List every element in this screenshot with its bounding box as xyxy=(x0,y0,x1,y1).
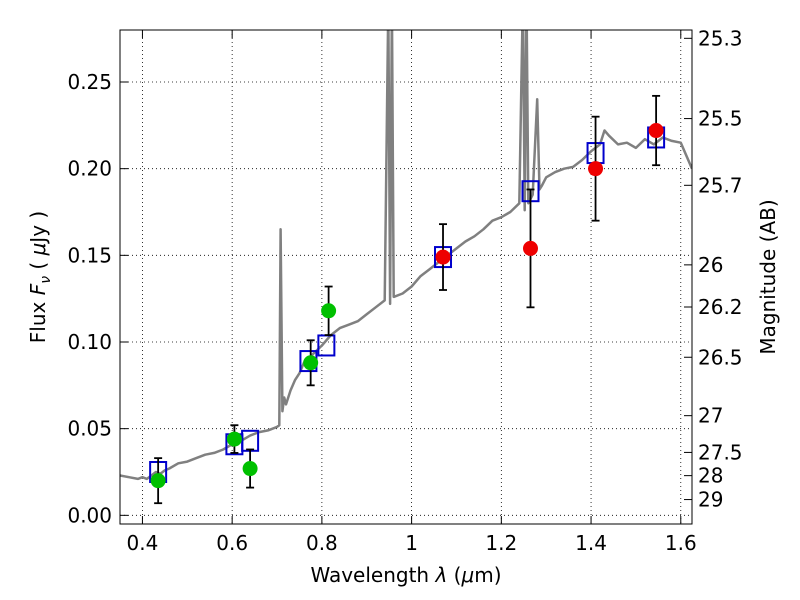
x-tick-label: 0.4 xyxy=(127,531,159,555)
observed-point xyxy=(150,473,166,489)
observed-point xyxy=(435,249,451,265)
y-tick-label: 0.20 xyxy=(67,157,112,181)
plot-area xyxy=(120,30,692,524)
y-axis-label: Flux Fν ( μJy ) xyxy=(26,211,54,343)
y2-tick-label: 26 xyxy=(698,253,723,277)
y2-tick-label: 29 xyxy=(698,488,723,512)
observed-point xyxy=(648,123,664,139)
observed-point xyxy=(303,355,319,371)
x-tick-label: 1.4 xyxy=(575,531,607,555)
y2-tick-label: 27 xyxy=(698,404,723,428)
ticks: 0.4 0.6 0.8 1 1.2 1.4 1.6 0.00 0.05 0.10 0.15 0.20 0… xyxy=(67,26,742,555)
y2-tick-label: 25.3 xyxy=(698,26,743,50)
y-tick-label: 0.10 xyxy=(67,330,112,354)
observed-point xyxy=(321,303,337,319)
series-layer xyxy=(120,30,692,505)
y2-tick-label: 27.5 xyxy=(698,440,743,464)
x-tick-label: 0.6 xyxy=(216,531,248,555)
y2-tick-label: 28 xyxy=(698,464,723,488)
x-tick-label: 1.6 xyxy=(665,531,697,555)
y2-tick-label: 25.5 xyxy=(698,107,743,131)
y2-axis-label: Magnitude (AB) xyxy=(756,199,780,354)
y2-tick-label: 26.2 xyxy=(698,295,743,319)
x-axis-label: Wavelength λ (μm) xyxy=(310,563,501,587)
y2-tick-label: 25.7 xyxy=(698,173,743,197)
observed-point xyxy=(522,240,538,256)
y-tick-label: 0.15 xyxy=(67,243,112,267)
x-tick-label: 1.2 xyxy=(485,531,517,555)
x-tick-label: 0.8 xyxy=(306,531,338,555)
sed-line xyxy=(120,30,692,481)
y-tick-label: 0.00 xyxy=(67,503,112,527)
y2-tick-label: 26.5 xyxy=(698,345,743,369)
observed-point xyxy=(226,431,242,447)
observed-point xyxy=(588,161,604,177)
y-tick-label: 0.05 xyxy=(67,417,112,441)
plot-frame xyxy=(119,29,693,525)
y-tick-label: 0.25 xyxy=(67,70,112,94)
observed-point xyxy=(242,461,258,477)
x-tick-label: 1 xyxy=(405,531,418,555)
